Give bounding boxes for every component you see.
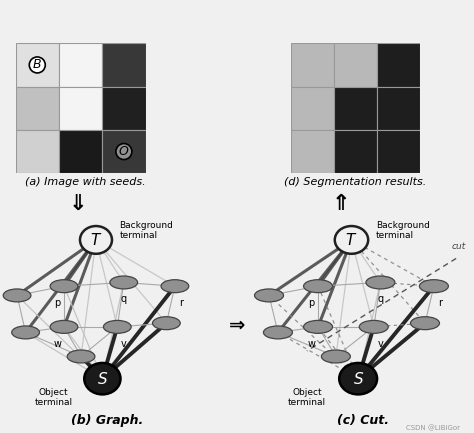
Text: ⇒: ⇒	[229, 315, 245, 334]
Bar	[102, 43, 146, 87]
Ellipse shape	[84, 363, 120, 394]
Text: (a) Image with seeds.: (a) Image with seeds.	[25, 177, 146, 187]
Text: v: v	[378, 339, 383, 349]
Ellipse shape	[161, 280, 189, 293]
Ellipse shape	[321, 350, 350, 363]
Ellipse shape	[103, 320, 131, 333]
Bar	[377, 43, 420, 87]
Bar	[59, 87, 102, 130]
Bar	[291, 43, 334, 87]
Ellipse shape	[50, 320, 78, 333]
Text: $\mathit{B}$: $\mathit{B}$	[32, 58, 42, 71]
Text: $\mathit{T}$: $\mathit{T}$	[346, 232, 357, 248]
Text: p: p	[55, 298, 61, 308]
Text: Object
terminal: Object terminal	[34, 388, 73, 407]
Text: p: p	[308, 298, 314, 308]
Bar	[16, 87, 59, 130]
Text: ⇓: ⇓	[69, 194, 88, 213]
Ellipse shape	[366, 276, 395, 289]
Text: r: r	[179, 298, 183, 308]
Ellipse shape	[303, 320, 333, 333]
Text: Background
terminal: Background terminal	[376, 221, 430, 240]
Bar	[59, 130, 102, 173]
Text: (c) Cut.: (c) Cut.	[337, 414, 389, 427]
Bar	[334, 130, 377, 173]
Ellipse shape	[80, 226, 112, 254]
Bar	[102, 130, 146, 173]
Text: Object
terminal: Object terminal	[288, 388, 326, 407]
Bar	[16, 130, 59, 173]
Ellipse shape	[67, 350, 95, 363]
Text: (b) Graph.: (b) Graph.	[71, 414, 143, 427]
Ellipse shape	[339, 363, 377, 394]
Ellipse shape	[335, 226, 368, 254]
Bar	[59, 43, 102, 87]
Text: cut: cut	[452, 242, 466, 251]
Text: v: v	[121, 339, 127, 349]
Bar	[377, 130, 420, 173]
Ellipse shape	[110, 276, 137, 289]
Bar	[377, 87, 420, 130]
Text: w: w	[307, 339, 315, 349]
Ellipse shape	[12, 326, 39, 339]
Bar	[291, 130, 334, 173]
Bar	[334, 87, 377, 130]
Text: r: r	[438, 298, 443, 308]
Text: (d) Segmentation results.: (d) Segmentation results.	[284, 177, 427, 187]
Text: $\mathit{S}$: $\mathit{S}$	[353, 371, 364, 387]
Ellipse shape	[410, 317, 439, 330]
Text: $\mathit{S}$: $\mathit{S}$	[97, 371, 108, 387]
Ellipse shape	[419, 280, 448, 293]
Text: CSDN @LiBiGor: CSDN @LiBiGor	[406, 424, 460, 431]
Text: ⇑: ⇑	[332, 194, 351, 213]
Text: w: w	[54, 339, 62, 349]
Text: Background
terminal: Background terminal	[119, 221, 173, 240]
Ellipse shape	[264, 326, 292, 339]
Ellipse shape	[303, 280, 333, 293]
Bar	[334, 43, 377, 87]
Ellipse shape	[359, 320, 388, 333]
Text: $\mathit{O}$: $\mathit{O}$	[118, 145, 129, 158]
Bar	[16, 43, 59, 87]
Bar	[291, 87, 334, 130]
Text: $\mathit{T}$: $\mathit{T}$	[90, 232, 102, 248]
Ellipse shape	[3, 289, 31, 302]
Ellipse shape	[255, 289, 283, 302]
Text: q: q	[121, 294, 127, 304]
Bar	[102, 87, 146, 130]
Ellipse shape	[50, 280, 78, 293]
Text: q: q	[377, 294, 383, 304]
Ellipse shape	[153, 317, 180, 330]
